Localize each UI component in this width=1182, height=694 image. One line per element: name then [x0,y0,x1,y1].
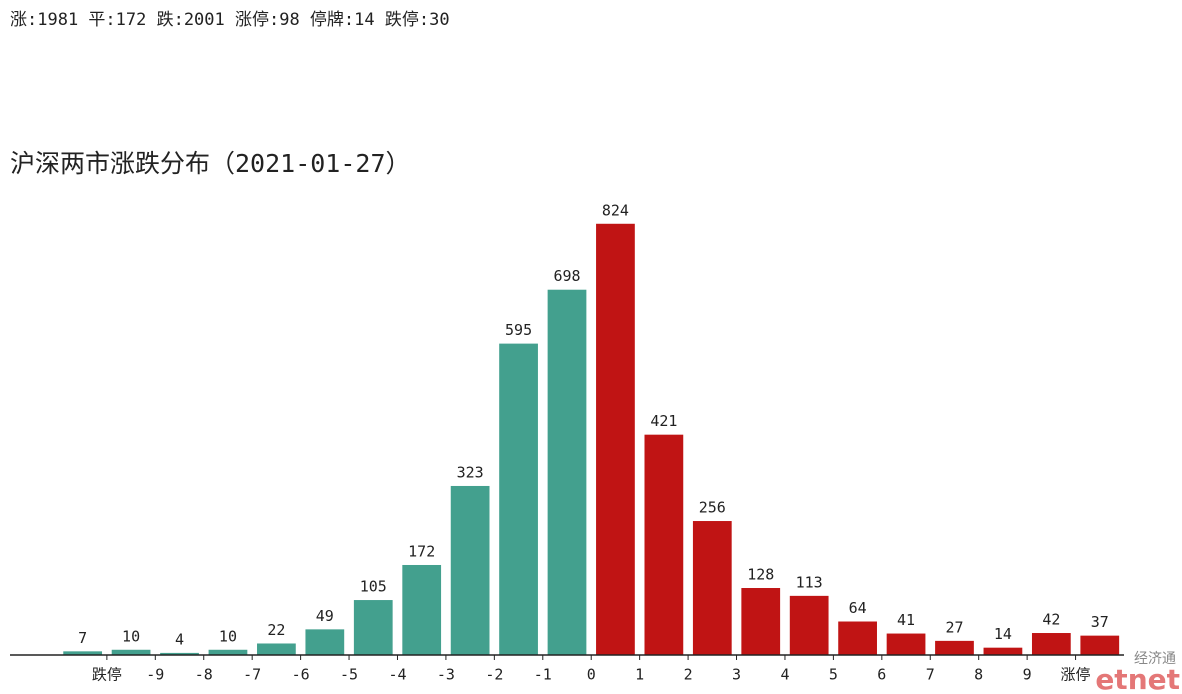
value-label: 49 [316,607,334,625]
bar [644,434,684,655]
watermark-chinese: 经济通 [1134,651,1176,667]
value-label: 64 [849,599,867,617]
value-label: 4 [175,630,184,648]
watermark-brand: etnet [1095,663,1180,694]
bar [1080,635,1120,655]
value-label: 824 [602,201,629,219]
x-tick-label: 涨停 [1061,666,1091,684]
bar [838,621,877,655]
chart-title: 沪深两市涨跌分布（2021-01-27） [10,149,411,178]
x-tick-label: 2 [684,666,693,684]
value-label: 14 [994,625,1012,643]
bar [692,521,732,655]
bar [596,223,635,656]
x-tick-label: 4 [780,666,789,684]
bar [208,649,248,655]
bar [450,485,490,655]
x-tick-label: -7 [243,666,261,684]
bar [789,595,829,655]
bar [741,588,781,655]
value-label: 595 [505,321,532,339]
x-tick-label: 5 [829,666,838,684]
bar [886,633,926,655]
value-label: 113 [796,573,823,591]
x-tick-label: -8 [195,666,213,684]
value-label: 421 [650,412,677,430]
bar [63,651,103,655]
value-label: 41 [897,611,915,629]
value-label: 10 [219,627,237,645]
x-tick-label: 0 [587,666,596,684]
x-tick-label: 7 [926,666,935,684]
x-tick-label: -9 [146,666,164,684]
bar [935,640,974,655]
bar [111,649,151,655]
bar [499,343,538,655]
bar [353,600,393,655]
value-label: 42 [1042,611,1060,629]
value-label: 698 [553,267,580,285]
x-tick-label: -5 [340,666,358,684]
x-tick-label: 9 [1023,666,1032,684]
x-tick-label: 跌停 [92,666,122,684]
bar [160,652,199,655]
x-tick-label: -3 [437,666,455,684]
x-tick-label: -1 [534,666,552,684]
bar [547,289,587,655]
bar [305,629,345,655]
value-label: 172 [408,542,435,560]
x-tick-label: -6 [292,666,310,684]
bar [402,564,442,655]
value-label: 105 [360,578,387,596]
header-stats: 涨:1981 平:172 跌:2001 涨停:98 停牌:14 跌停:30 [10,10,450,30]
bar [1031,633,1071,655]
value-label: 128 [747,566,774,584]
x-tick-label: 8 [974,666,983,684]
value-label: 256 [699,499,726,517]
x-tick-label: -2 [485,666,503,684]
x-tick-label: 6 [877,666,886,684]
bar [983,647,1023,655]
x-tick-label: 3 [732,666,741,684]
value-label: 10 [122,627,140,645]
value-label: 37 [1091,613,1109,631]
x-tick-label: -4 [388,666,406,684]
bar [257,643,296,655]
value-label: 27 [945,618,963,636]
value-label: 7 [78,629,87,647]
value-label: 22 [267,621,285,639]
value-label: 323 [457,463,484,481]
x-tick-label: 1 [635,666,644,684]
